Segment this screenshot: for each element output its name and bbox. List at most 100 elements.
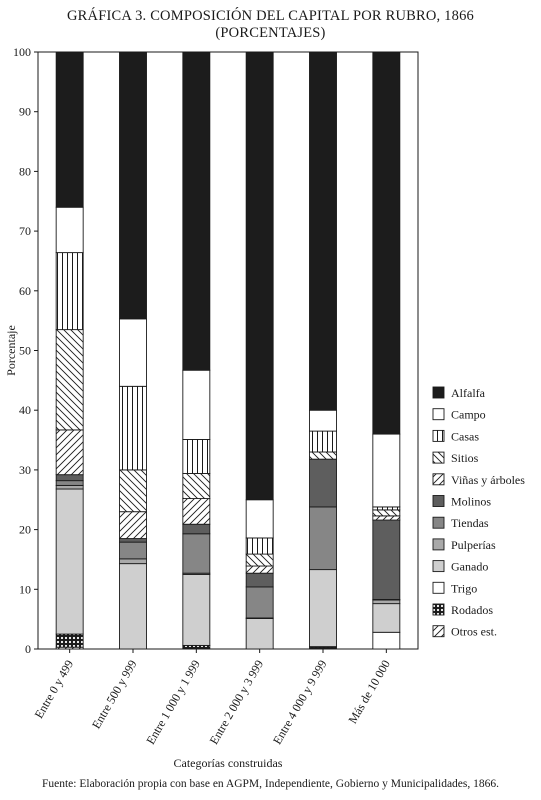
bar-segment-pulperias bbox=[372, 599, 401, 605]
legend-swatch bbox=[432, 603, 445, 616]
y-axis-label: Porcentaje bbox=[4, 325, 18, 376]
x-tick-label: Entre 0 y 499 bbox=[32, 658, 77, 721]
legend-label: Tiendas bbox=[451, 516, 489, 530]
x-tick-label: Entre 500 y 999 bbox=[89, 658, 140, 732]
x-tick-label: Entre 2 000 y 3 999 bbox=[207, 658, 267, 747]
bar-segment-molinos bbox=[55, 474, 84, 482]
chart-title-line2: (PORCENTAJES) bbox=[215, 25, 326, 41]
legend-label: Trigo bbox=[451, 581, 477, 595]
bar-segment-rodados bbox=[55, 633, 84, 648]
legend-swatch bbox=[432, 516, 445, 529]
bar-segment-sitios bbox=[245, 553, 274, 567]
source-note: Fuente: Elaboración propia con base en A… bbox=[41, 778, 499, 790]
bar-segment-alfalfa bbox=[182, 51, 211, 371]
bar-segment-alfalfa bbox=[372, 51, 401, 435]
bar-segment-tiendas bbox=[119, 541, 147, 560]
bar-segment-vinas-y-arboles bbox=[55, 429, 84, 476]
legend-label: Pulperías bbox=[451, 538, 496, 552]
y-tick-label: 90 bbox=[19, 105, 31, 119]
legend-label: Casas bbox=[451, 429, 479, 443]
y-tick-label: 10 bbox=[19, 582, 31, 596]
bar-segment-alfalfa bbox=[245, 51, 274, 501]
x-axis-label: Categorías construidas bbox=[174, 756, 283, 770]
bar-segment-campo bbox=[119, 318, 147, 387]
y-tick-label: 60 bbox=[19, 284, 31, 298]
bar-segment-sitios bbox=[119, 469, 147, 513]
bar-segment-sitios bbox=[55, 329, 84, 431]
y-tick-label: 50 bbox=[19, 344, 31, 358]
legend-item-alfalfa: Alfalfa bbox=[432, 386, 486, 400]
legend-label: Campo bbox=[451, 408, 486, 422]
bar-segment-vinas-y-arboles bbox=[182, 498, 211, 525]
axes bbox=[34, 51, 419, 653]
legend-swatch bbox=[432, 625, 445, 638]
bar-segment-ganado bbox=[182, 573, 211, 646]
legend: Alfalfa Campo Casas Sitios Viñas y árboles Mo… bbox=[432, 386, 525, 639]
bar-segment-tiendas bbox=[309, 506, 337, 571]
legend-item-ganado: Ganado bbox=[432, 560, 488, 574]
bar-segment-alfalfa bbox=[55, 51, 84, 208]
legend-item-molinos: Molinos bbox=[432, 495, 491, 509]
bars bbox=[55, 51, 401, 650]
legend-swatch bbox=[432, 386, 445, 399]
bar-segment-casas bbox=[182, 439, 211, 474]
bar-segment-pulperias bbox=[55, 484, 84, 490]
y-tick-label: 100 bbox=[13, 45, 31, 59]
bar-segment-campo bbox=[245, 499, 274, 539]
legend-item-rodados: Rodados bbox=[432, 603, 493, 617]
bar-segment-sitios bbox=[372, 509, 401, 517]
y-tick-label: 80 bbox=[19, 164, 31, 178]
bar-segment-campo bbox=[182, 369, 211, 440]
legend-item-trigo: Trigo bbox=[432, 581, 477, 595]
legend-item-sitios: Sitios bbox=[432, 451, 479, 465]
bar-segment-ganado bbox=[245, 618, 274, 650]
bar-segment-tiendas bbox=[245, 586, 274, 619]
bar-segment-casas bbox=[55, 252, 84, 331]
bar-segment-alfalfa bbox=[119, 51, 147, 320]
x-tick-label: Más de 10 000 bbox=[345, 658, 393, 726]
bar-segment-sitios bbox=[182, 473, 211, 500]
bar-segment-casas bbox=[245, 537, 274, 555]
bar-segment-molinos bbox=[245, 572, 274, 588]
legend-label: Rodados bbox=[451, 603, 493, 617]
plot-frame bbox=[37, 51, 419, 650]
bar-segment-ganado bbox=[119, 563, 147, 650]
bar-segment-vinas-y-arboles bbox=[245, 565, 274, 574]
legend-swatch bbox=[432, 473, 445, 486]
x-tick-label: Entre 1 000 y 1 999 bbox=[143, 658, 203, 747]
legend-item-tiendas: Tiendas bbox=[432, 516, 489, 530]
y-tick-label: 20 bbox=[19, 523, 31, 537]
bar-segment-campo bbox=[55, 206, 84, 254]
legend-item-pulperias: Pulperías bbox=[432, 538, 496, 552]
legend-item-casas: Casas bbox=[432, 429, 479, 443]
legend-swatch bbox=[432, 408, 445, 421]
bar-segment-rodados bbox=[182, 644, 211, 650]
legend-item-otros-est: Otros est. bbox=[432, 625, 497, 639]
legend-item-campo: Campo bbox=[432, 408, 486, 422]
legend-label: Sitios bbox=[451, 451, 479, 465]
bar-segment-pulperias bbox=[119, 558, 147, 565]
bar-segment-molinos bbox=[119, 538, 147, 543]
bar-segment-trigo bbox=[372, 631, 401, 650]
bar-segment-campo bbox=[372, 433, 401, 508]
bar-segment-vinas-y-arboles bbox=[119, 511, 147, 540]
bar-segment-alfalfa bbox=[309, 51, 337, 411]
bar-segment-molinos bbox=[309, 458, 337, 508]
bar-segment-tiendas bbox=[182, 533, 211, 574]
legend-swatch bbox=[432, 451, 445, 464]
bar-segment-tiendas bbox=[55, 480, 84, 486]
legend-label: Otros est. bbox=[451, 625, 497, 639]
bar-segment-casas bbox=[309, 430, 337, 453]
y-tick-label: 40 bbox=[19, 403, 31, 417]
legend-label: Ganado bbox=[451, 560, 488, 574]
chart-title-line1: GRÁFICA 3. COMPOSICIÓN DEL CAPITAL POR R… bbox=[67, 8, 474, 24]
legend-swatch bbox=[432, 495, 445, 507]
y-tick-label: 30 bbox=[19, 463, 31, 477]
legend-label: Molinos bbox=[451, 495, 491, 509]
y-tick-label: 0 bbox=[25, 642, 31, 656]
legend-swatch bbox=[432, 581, 445, 594]
bar-segment-campo bbox=[309, 409, 337, 432]
legend-swatch bbox=[432, 429, 445, 442]
legend-label: Alfalfa bbox=[451, 386, 486, 400]
